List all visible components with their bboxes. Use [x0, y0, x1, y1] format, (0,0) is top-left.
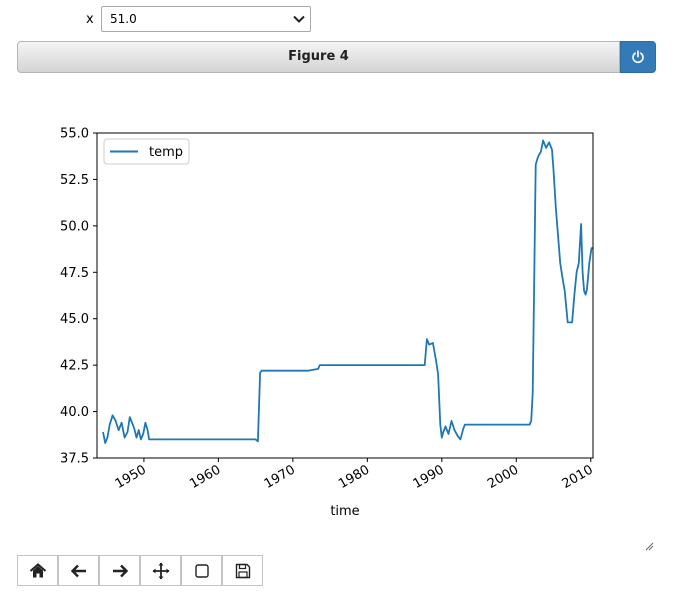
x-tick-label: 1960 — [187, 462, 223, 492]
x-tick-label: 1950 — [113, 462, 149, 492]
y-tick-label: 40.0 — [60, 405, 89, 420]
plot-area — [96, 132, 594, 459]
move-icon — [152, 562, 169, 579]
y-tick-label: 45.0 — [60, 312, 89, 327]
y-tick-label: 55.0 — [60, 127, 89, 142]
x-tick-label: 2010 — [560, 462, 596, 492]
arrow-right-icon — [112, 564, 128, 577]
x-value-dropdown[interactable]: 51.0 — [101, 6, 311, 32]
close-figure-button[interactable] — [620, 41, 656, 73]
x-tick-label: 1980 — [336, 462, 372, 492]
legend: temp — [103, 138, 190, 165]
back-button[interactable] — [58, 555, 99, 586]
x-axis-label: time — [330, 504, 359, 519]
power-icon — [632, 50, 644, 64]
home-icon — [29, 562, 46, 577]
x-value-selected: 51.0 — [110, 12, 137, 26]
zoom-button[interactable] — [181, 555, 222, 586]
x-slider-label: x — [86, 12, 94, 27]
y-tick-label: 50.0 — [60, 219, 89, 234]
home-button[interactable] — [17, 555, 58, 586]
zoom-rect-icon — [194, 563, 209, 578]
x-tick-label: 1970 — [262, 462, 298, 492]
pan-button[interactable] — [140, 555, 181, 586]
y-tick-label: 52.5 — [60, 173, 89, 188]
figure-title-bar: Figure 4 — [17, 41, 620, 73]
figure-toolbar — [17, 555, 263, 586]
y-tick-label: 42.5 — [60, 359, 89, 374]
y-tick-label: 37.5 — [60, 452, 89, 467]
legend-label-temp: temp — [149, 145, 183, 160]
forward-button[interactable] — [99, 555, 140, 586]
arrow-left-icon — [70, 564, 86, 577]
save-icon — [235, 563, 250, 578]
chevron-down-icon — [293, 15, 305, 23]
figure-title: Figure 4 — [288, 49, 349, 64]
resize-grip-icon[interactable] — [644, 541, 654, 551]
x-tick-label: 1990 — [411, 462, 447, 492]
y-tick-label: 47.5 — [60, 266, 89, 281]
series-line-temp — [102, 139, 593, 444]
x-tick-label: 2000 — [485, 462, 521, 492]
save-button[interactable] — [222, 555, 263, 586]
